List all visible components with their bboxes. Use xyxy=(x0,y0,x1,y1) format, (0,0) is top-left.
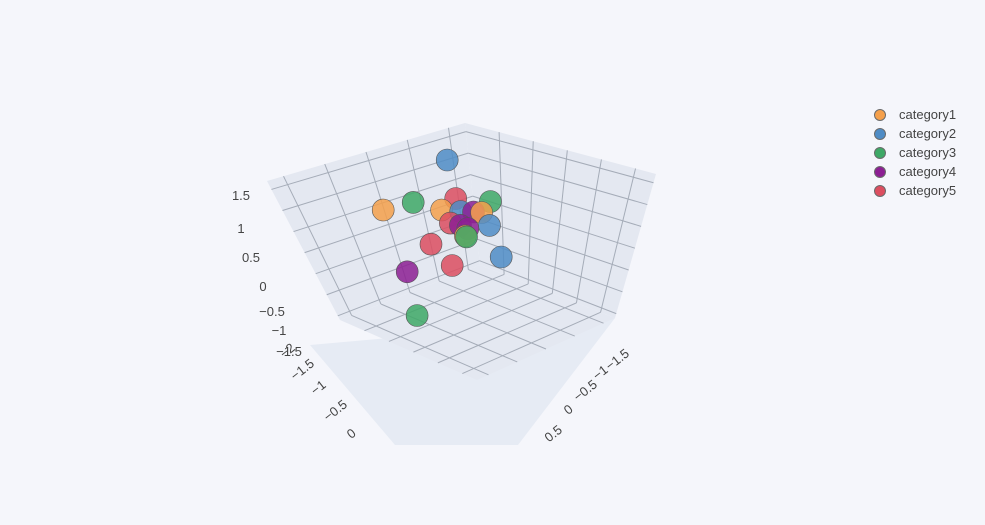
gridline-x xyxy=(468,269,604,324)
legend-swatch-icon xyxy=(874,127,886,140)
legend-swatch-icon xyxy=(874,146,886,159)
z-axis-tick-label: 0 xyxy=(259,279,266,294)
category5-marker[interactable] xyxy=(419,232,443,256)
category5-marker[interactable] xyxy=(440,254,464,277)
legend-item[interactable]: category2 xyxy=(874,124,956,143)
gridline-z xyxy=(468,152,648,206)
z-axis-tick-label: 1 xyxy=(237,221,244,236)
floor-wall xyxy=(340,265,615,380)
gridline-x xyxy=(324,163,382,305)
legend-item[interactable]: category5 xyxy=(874,181,956,200)
gridline-y xyxy=(575,159,602,303)
z-axis-tick-label: 1.5 xyxy=(232,188,250,203)
category4-marker[interactable] xyxy=(395,260,419,284)
gridline-y xyxy=(364,274,505,332)
legend-item[interactable]: category3 xyxy=(874,143,956,162)
gridline-z xyxy=(479,260,617,315)
gridline-y xyxy=(551,150,568,294)
legend-label: category1 xyxy=(899,107,957,122)
category3-marker[interactable] xyxy=(455,225,478,249)
gridline-y xyxy=(388,283,529,342)
x-axis-tick-label: −1.5 xyxy=(287,356,316,384)
gridline-y xyxy=(600,168,637,313)
category3-marker[interactable] xyxy=(401,191,425,214)
legend-label: category4 xyxy=(899,164,957,179)
y-axis-tick-label: −0.5 xyxy=(570,377,599,405)
legend-label: category5 xyxy=(899,183,957,198)
z-axis-tick-label: 0.5 xyxy=(242,250,260,265)
gridline-x xyxy=(380,303,518,363)
gridline-x xyxy=(409,292,547,350)
gridline-x xyxy=(438,280,575,337)
gridline-y xyxy=(527,141,534,284)
back-wall-x xyxy=(267,123,480,320)
legend-item[interactable]: category4 xyxy=(874,162,956,181)
legend: category1 category2 category3 category4 cate… xyxy=(874,105,956,200)
legend-swatch-icon xyxy=(874,165,886,178)
x-axis-tick-label: −2 xyxy=(277,340,298,361)
legend-label: category3 xyxy=(899,145,957,160)
z-axis-tick-label: −1.5 xyxy=(276,344,302,359)
category1-marker[interactable] xyxy=(371,198,395,222)
y-axis-tick-label: −1 xyxy=(590,362,611,383)
gridline-y xyxy=(437,302,577,364)
y-axis-tick-label: 0 xyxy=(561,401,576,417)
legend-swatch-icon xyxy=(874,108,886,121)
back-wall-y xyxy=(465,123,656,318)
category2-marker[interactable] xyxy=(435,148,459,172)
y-axis-tick-label: 0.5 xyxy=(541,422,564,445)
category2-marker[interactable] xyxy=(478,214,501,237)
legend-swatch-icon xyxy=(874,184,886,197)
legend-item[interactable]: category1 xyxy=(874,105,956,124)
z-axis-tick-label: −0.5 xyxy=(259,304,285,319)
z-axis-tick-label: −1 xyxy=(272,323,287,338)
gridline-x xyxy=(406,139,440,282)
gridline-x xyxy=(351,314,489,376)
category2-marker[interactable] xyxy=(489,245,513,269)
x-axis-tick-label: −0.5 xyxy=(320,397,349,425)
legend-label: category2 xyxy=(899,126,957,141)
gridline-z xyxy=(465,131,654,184)
gridline-y xyxy=(462,311,601,375)
gridline-x xyxy=(283,175,353,316)
gridline-z xyxy=(470,174,642,227)
x-axis-tick-label: 0 xyxy=(344,425,359,441)
gridline-y xyxy=(413,292,553,353)
x-axis-tick-label: −1 xyxy=(308,377,329,398)
category3-marker[interactable] xyxy=(405,304,429,327)
